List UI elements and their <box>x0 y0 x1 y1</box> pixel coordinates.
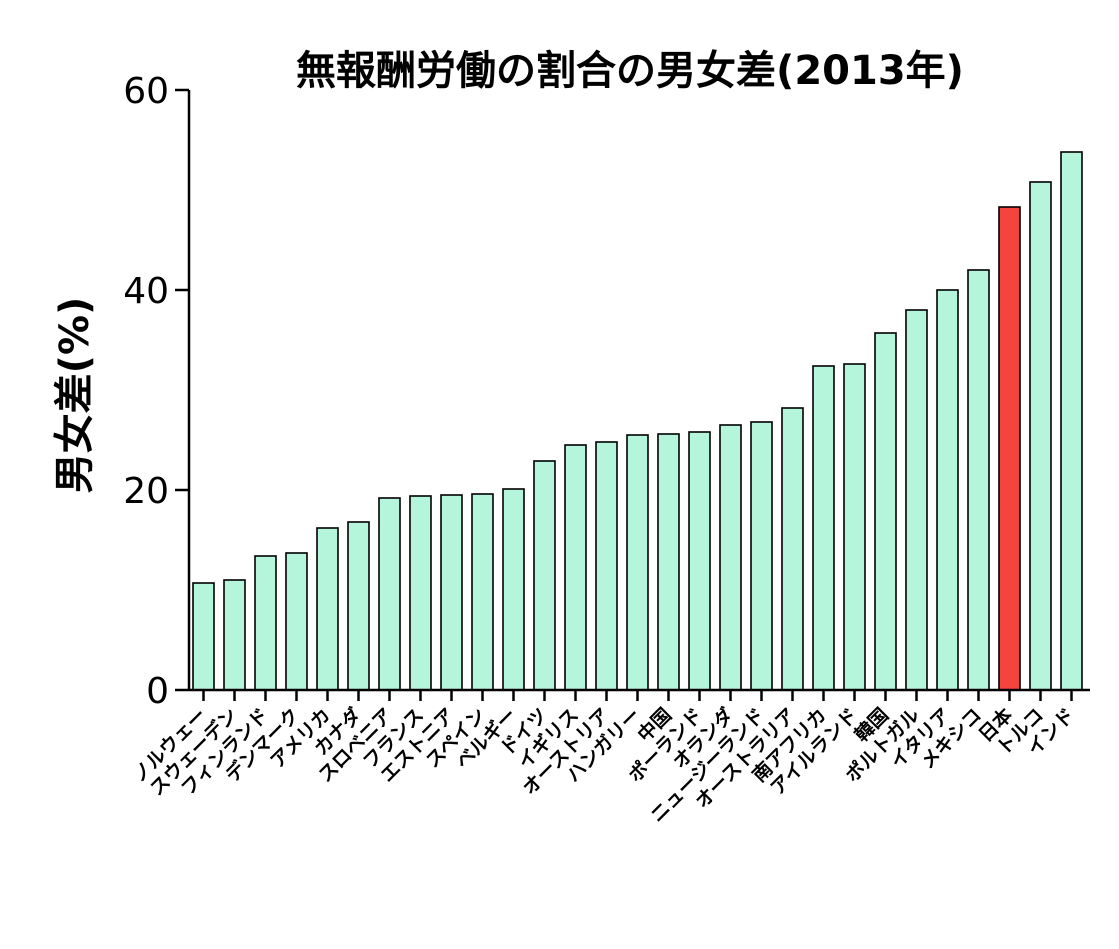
bar-11 <box>502 488 525 691</box>
bar-16 <box>657 433 680 691</box>
x-axis: ノルウェースウェーデンフィンランドデンマークアメリカカナダスロベニアフランスエス… <box>128 688 1090 827</box>
bar-23 <box>874 332 897 691</box>
bar-18 <box>719 424 742 691</box>
bar-27 <box>998 206 1021 691</box>
y-axis: 0 20 40 60 <box>123 71 191 712</box>
bar-7 <box>378 497 401 691</box>
bar-21 <box>812 365 835 691</box>
bar-17 <box>688 431 711 691</box>
y-tick-label: 60 <box>123 71 169 112</box>
bar-group <box>192 151 1083 691</box>
bar-9 <box>440 494 463 691</box>
bar-13 <box>564 444 587 691</box>
y-tick-label: 40 <box>123 271 169 312</box>
bar-25 <box>936 289 959 691</box>
bar-4 <box>285 552 308 691</box>
bar-22 <box>843 363 866 691</box>
bar-8 <box>409 495 432 691</box>
y-tick-label: 0 <box>146 671 169 712</box>
y-axis-label: 男女差(%) <box>52 297 98 494</box>
bar-20 <box>781 407 804 691</box>
bar-26 <box>967 269 990 691</box>
bar-1 <box>192 582 215 691</box>
bar-19 <box>750 421 773 691</box>
bar-29 <box>1060 151 1083 691</box>
bar-28 <box>1029 181 1052 691</box>
bar-3 <box>254 555 277 691</box>
bar-10 <box>471 493 494 691</box>
bar-2 <box>223 579 246 691</box>
bar-12 <box>533 460 556 691</box>
bar-24 <box>905 309 928 691</box>
bar-15 <box>626 434 649 691</box>
chart-title: 無報酬労働の割合の男女差(2013年) <box>296 48 964 94</box>
bar-6 <box>347 521 370 691</box>
bar-5 <box>316 527 339 691</box>
y-tick-label: 20 <box>123 471 169 512</box>
bar-14 <box>595 441 618 691</box>
